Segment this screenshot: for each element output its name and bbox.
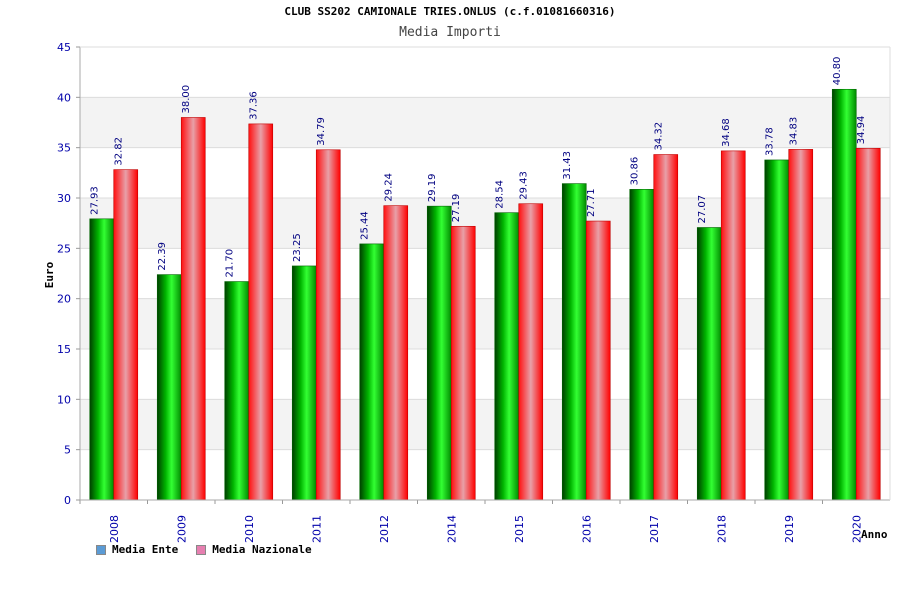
data-label: 31.43 <box>562 151 573 180</box>
x-tick-label: 2009 <box>175 515 188 543</box>
x-tick-label: 2020 <box>850 515 863 543</box>
bar-media-ente-2017 <box>629 189 655 501</box>
bar-media-nazionale-2018 <box>720 150 746 501</box>
data-label: 34.79 <box>316 117 327 146</box>
data-label: 37.36 <box>249 91 260 120</box>
bar-media-nazionale-2009 <box>180 117 206 501</box>
x-tick-label: 2012 <box>378 515 391 543</box>
data-label: 27.93 <box>90 186 101 215</box>
data-label: 33.78 <box>765 127 776 156</box>
legend-label-media-ente: Media Ente <box>112 543 179 556</box>
bar-media-ente-2015 <box>494 212 520 501</box>
data-label: 34.94 <box>856 116 867 145</box>
legend: Media Ente Media Nazionale <box>96 543 312 556</box>
bar-media-ente-2008 <box>89 218 115 501</box>
bar-media-ente-2016 <box>561 183 587 501</box>
legend-swatch-media-ente <box>96 544 106 555</box>
legend-swatch-media-nazionale <box>196 544 207 555</box>
bar-media-nazionale-2019 <box>788 149 814 501</box>
y-tick-label: 35 <box>57 142 71 155</box>
grid-band <box>80 198 890 249</box>
bar-media-ente-2018 <box>696 227 722 501</box>
x-tick-label: 2018 <box>715 515 728 543</box>
x-tick-label: 2015 <box>513 515 526 543</box>
data-label: 38.00 <box>181 85 192 114</box>
data-label: 22.39 <box>157 242 168 271</box>
y-tick-label: 0 <box>64 494 71 507</box>
bar-media-ente-2010 <box>224 281 250 501</box>
legend-item-media-ente: Media Ente <box>96 543 178 556</box>
bar-media-nazionale-2012 <box>383 205 409 501</box>
x-tick-label: 2008 <box>108 515 121 543</box>
bar-media-ente-2011 <box>291 265 317 501</box>
bar-media-ente-2019 <box>764 159 790 501</box>
bar-media-nazionale-2015 <box>518 203 544 501</box>
y-tick-label: 25 <box>57 242 71 255</box>
y-tick-label: 45 <box>57 41 71 54</box>
bar-media-nazionale-2014 <box>450 225 476 501</box>
data-label: 28.54 <box>495 180 506 209</box>
legend-item-media-nazionale: Media Nazionale <box>196 543 312 556</box>
data-label: 32.82 <box>114 137 125 166</box>
y-axis-title: Euro <box>43 261 56 288</box>
y-tick-label: 30 <box>57 192 71 205</box>
legend-label-media-nazionale: Media Nazionale <box>212 543 312 556</box>
y-tick-label: 15 <box>57 343 71 356</box>
chart-title: CLUB SS202 CAMIONALE TRIES.ONLUS (c.f.01… <box>284 5 616 18</box>
data-label: 27.71 <box>586 188 597 217</box>
bar-media-ente-2020 <box>831 88 857 501</box>
x-tick-label: 2016 <box>580 515 593 543</box>
data-label: 23.25 <box>292 233 303 262</box>
x-tick-label: 2010 <box>243 515 256 543</box>
y-tick-label: 5 <box>64 444 71 457</box>
grid-layer <box>80 46 890 501</box>
grid-band <box>80 97 890 148</box>
y-tick-label: 40 <box>57 91 71 104</box>
chart-subtitle: Media Importi <box>399 25 501 40</box>
data-label: 27.19 <box>451 194 462 223</box>
x-tick-label: 2017 <box>648 515 661 543</box>
bar-media-ente-2012 <box>359 243 385 501</box>
data-label: 29.19 <box>427 174 438 203</box>
data-label: 34.32 <box>654 122 665 151</box>
x-tick-label: 2011 <box>310 515 323 543</box>
data-label: 29.24 <box>384 173 395 202</box>
bar-media-nazionale-2016 <box>585 220 611 501</box>
x-tick-label: 2014 <box>445 515 458 543</box>
x-tick-label: 2019 <box>783 515 796 543</box>
data-label: 34.83 <box>789 117 800 146</box>
bar-media-nazionale-2020 <box>855 147 881 501</box>
x-axis-title: Anno <box>861 528 888 541</box>
axes-layer: 2008 2009 2010 2011 2012 2014 2015 2016 2017 2018… <box>43 41 891 543</box>
bar-media-nazionale-2011 <box>315 149 341 501</box>
data-label: 25.44 <box>360 211 371 240</box>
grid-band <box>80 399 890 450</box>
data-label: 40.80 <box>832 57 843 86</box>
bar-media-nazionale-2010 <box>248 123 274 501</box>
data-label: 30.86 <box>630 157 641 186</box>
y-tick-label: 10 <box>57 393 71 406</box>
grid-band <box>80 298 890 349</box>
data-label: 34.68 <box>721 118 732 147</box>
bars-layer: 27.93 32.82 22.39 38.00 21.70 37.36 23.25 34.79… <box>89 57 881 501</box>
data-label: 21.70 <box>225 249 236 278</box>
bar-media-ente-2009 <box>156 274 182 501</box>
bar-media-nazionale-2017 <box>653 154 679 501</box>
bar-media-nazionale-2008 <box>113 169 139 501</box>
bar-media-ente-2014 <box>426 205 452 501</box>
y-tick-label: 20 <box>57 293 71 306</box>
data-label: 27.07 <box>697 195 708 224</box>
data-label: 29.43 <box>519 171 530 200</box>
